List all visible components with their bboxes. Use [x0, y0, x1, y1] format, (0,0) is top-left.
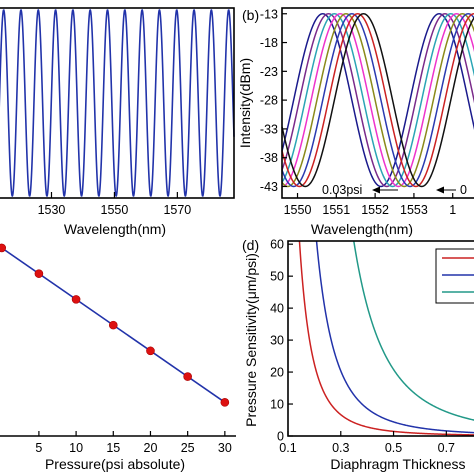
panel-b-ytick-label: -23	[260, 65, 278, 79]
panel-d-label: (d)	[242, 237, 259, 253]
panel-c-xtick-label: 20	[144, 441, 158, 455]
panel-b-series-1	[281, 13, 474, 188]
panel-d-ytick-label: 40	[270, 302, 284, 316]
panel-d-series-2	[315, 241, 474, 434]
panel-a-xtick-label: 1550	[101, 203, 129, 217]
panel-b-ytick-label: -13	[260, 7, 278, 21]
panel-d-ytick-label: 0	[277, 430, 284, 444]
panel-d-ytick-label: 50	[270, 270, 284, 284]
panel-c-xtick-label: 30	[218, 441, 232, 455]
panel-d-ytick-label: 30	[270, 334, 284, 348]
panel-d-xtick-label: 0.7	[438, 441, 455, 455]
panel-a-frame	[0, 7, 235, 199]
panel-a-xtick-label: 1570	[163, 203, 191, 217]
panel-b-series-7	[281, 13, 474, 188]
panel-b-xtick-label: 1551	[322, 203, 350, 217]
panel-b-xtick-label: 1	[449, 203, 456, 217]
panel-d-ytick-label: 20	[270, 366, 284, 380]
panel-b-series-6	[281, 13, 474, 188]
panel-b-annotation-start: 0.03psi	[322, 183, 362, 197]
panel-b-ytick-label: -38	[260, 151, 278, 165]
panel-b: -13 -18 -23 -28 -33 -38 -43 1550 1551 1552 1553 1 (…	[237, 7, 474, 237]
panel-b-annotation-end: 0	[460, 183, 467, 197]
panel-b-ytick-label: -18	[260, 36, 278, 50]
panel-d-xtick-label: 0.5	[385, 441, 402, 455]
panel-c-point	[108, 320, 118, 330]
panel-c: 5 10 15 20 25 30 Pressure(psi absolute)	[0, 243, 236, 472]
panel-a-xlabel: Wavelength(nm)	[64, 221, 166, 237]
panel-b-series-8	[281, 13, 474, 188]
panel-b-ytick-label: -33	[260, 122, 278, 136]
panel-c-xtick-label: 25	[181, 441, 195, 455]
panel-b-series-3	[281, 13, 474, 188]
panel-d-ytick-label: 10	[270, 398, 284, 412]
panel-b-series-2	[281, 13, 474, 188]
panel-c-xtick-label: 10	[69, 441, 83, 455]
panel-c-point	[220, 398, 230, 407]
panel-b-arrow-left-head	[372, 186, 380, 194]
panel-c-axes	[0, 435, 236, 437]
panel-b-ylabel: Intensity(dBm)	[237, 58, 253, 148]
panel-b-frame	[281, 7, 474, 199]
panel-d-ylabel: Pressure Sensitivity(μm/psi)	[243, 253, 259, 427]
panel-d-xtick-label: 0.3	[332, 441, 349, 455]
panel-b-series-5	[281, 13, 474, 188]
panel-c-point	[0, 243, 7, 253]
panel-c-xtick-label: 5	[35, 441, 42, 455]
panel-c-point	[183, 372, 192, 381]
panel-d: 0 10 20 30 40 50 60 0.1 0.3 0.5 0.7 (d) Pressure S…	[242, 237, 474, 472]
panel-b-ytick-label: -28	[260, 94, 278, 108]
panel-b-xtick-label: 1553	[400, 203, 428, 217]
panel-a-xtick-label: 1530	[38, 203, 66, 217]
panel-b-xtick-label: 1550	[284, 203, 312, 217]
panel-b-xlabel: Wavelength(nm)	[311, 221, 413, 237]
panel-d-legend-box	[435, 248, 474, 304]
panel-d-xtick-label: 0.1	[279, 441, 296, 455]
panel-c-point	[146, 346, 155, 356]
panel-c-point	[34, 269, 44, 278]
panel-b-xtick-label: 1552	[361, 203, 389, 217]
panel-c-xlabel: Pressure(psi absolute)	[45, 456, 185, 472]
panel-b-series-4	[281, 13, 474, 188]
panel-d-ytick-label: 60	[270, 238, 284, 252]
panel-c-xtick-label: 15	[106, 441, 120, 455]
panel-b-arrow-right-head	[436, 186, 444, 194]
panel-d-xlabel: Diaphragm Thickness	[330, 456, 465, 472]
panel-c-point	[71, 295, 81, 304]
panel-d-frame	[287, 240, 474, 437]
panel-b-label: (b)	[242, 7, 259, 23]
panel-b-ytick-label: -43	[260, 180, 278, 194]
panel-a-series-line	[0, 9, 235, 197]
panel-d-series-3	[353, 241, 474, 421]
panel-a: 1530 1550 1570 Wavelength(nm)	[0, 7, 235, 237]
